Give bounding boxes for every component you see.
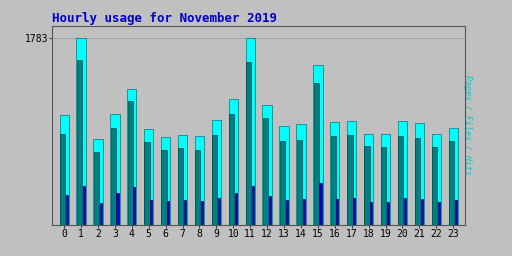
Bar <box>59 115 69 225</box>
Bar <box>280 141 285 225</box>
Bar <box>252 186 254 225</box>
Bar <box>144 142 150 225</box>
Bar <box>455 200 457 225</box>
Bar <box>415 123 424 225</box>
Bar <box>60 134 65 225</box>
Bar <box>212 120 221 225</box>
Bar <box>117 194 118 225</box>
Bar <box>336 199 338 225</box>
Bar <box>398 136 403 225</box>
Bar <box>313 65 323 225</box>
Bar <box>99 203 101 225</box>
Bar <box>246 38 255 225</box>
Bar <box>134 187 136 225</box>
Bar <box>110 114 120 225</box>
Bar <box>161 137 170 225</box>
Y-axis label: Pages / Files / Hits: Pages / Files / Hits <box>463 76 472 175</box>
Bar <box>246 62 251 225</box>
Bar <box>365 146 370 225</box>
Bar <box>127 89 137 225</box>
Bar <box>381 147 387 225</box>
Bar <box>195 136 204 225</box>
Bar <box>111 127 116 225</box>
Bar <box>93 139 102 225</box>
Bar <box>353 198 355 225</box>
Bar <box>331 136 336 225</box>
Bar <box>269 196 271 225</box>
Bar <box>347 121 356 225</box>
Bar <box>381 134 390 225</box>
Bar <box>76 38 86 225</box>
Bar <box>286 200 288 225</box>
Bar <box>66 195 68 225</box>
Bar <box>364 134 373 225</box>
Bar <box>280 126 289 225</box>
Bar <box>178 148 183 225</box>
Bar <box>263 104 272 225</box>
Bar <box>404 198 406 225</box>
Bar <box>201 201 203 225</box>
Bar <box>387 202 389 225</box>
Bar <box>319 183 322 225</box>
Bar <box>167 201 169 225</box>
Bar <box>151 200 153 225</box>
Bar <box>77 59 82 225</box>
Bar <box>195 150 200 225</box>
Bar <box>297 140 302 225</box>
Bar <box>94 152 99 225</box>
Text: Hourly usage for November 2019: Hourly usage for November 2019 <box>52 12 278 25</box>
Bar <box>432 147 437 225</box>
Bar <box>184 200 186 225</box>
Bar <box>314 82 319 225</box>
Bar <box>330 122 339 225</box>
Bar <box>127 101 133 225</box>
Bar <box>370 202 372 225</box>
Bar <box>178 135 187 225</box>
Bar <box>218 198 220 225</box>
Bar <box>263 118 268 225</box>
Bar <box>438 202 440 225</box>
Bar <box>421 199 423 225</box>
Bar <box>212 135 217 225</box>
Bar <box>432 134 441 225</box>
Bar <box>229 114 234 225</box>
Bar <box>348 135 353 225</box>
Bar <box>235 194 237 225</box>
Bar <box>449 141 454 225</box>
Bar <box>449 127 458 225</box>
Bar <box>296 124 306 225</box>
Bar <box>229 99 238 225</box>
Bar <box>415 138 420 225</box>
Bar <box>144 129 154 225</box>
Bar <box>398 121 407 225</box>
Bar <box>303 199 305 225</box>
Bar <box>82 186 84 225</box>
Bar <box>161 150 166 225</box>
